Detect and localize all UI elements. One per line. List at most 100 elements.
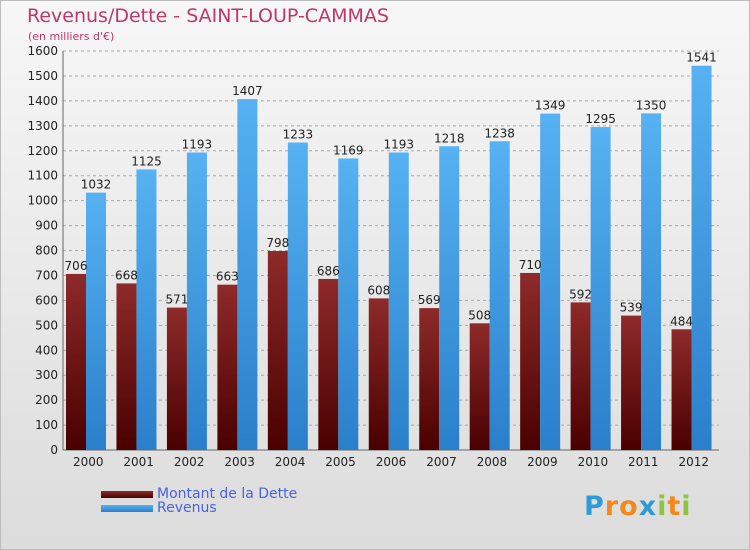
data-label-revenus: 1032 <box>81 178 112 192</box>
data-label-dette: 706 <box>65 259 88 273</box>
y-tick-label: 500 <box>35 318 58 332</box>
y-tick-label: 1200 <box>27 144 58 158</box>
data-label-revenus: 1169 <box>333 143 364 157</box>
x-tick-label: 2008 <box>477 455 508 469</box>
legend-item-debt: Montant de la Dette <box>101 486 297 502</box>
logo-letter: o <box>619 491 639 522</box>
x-tick-label: 2010 <box>578 455 609 469</box>
bar-revenus <box>287 142 308 450</box>
bar-revenus <box>237 99 258 451</box>
logo-letter: i <box>681 491 692 522</box>
legend-label-revenus: Revenus <box>157 500 217 516</box>
bar-dette <box>419 308 440 450</box>
data-label-revenus: 1350 <box>636 98 667 112</box>
data-label-dette: 508 <box>468 308 491 322</box>
y-tick-label: 600 <box>35 293 58 307</box>
data-label-dette: 539 <box>620 301 643 315</box>
bar-revenus <box>388 152 409 451</box>
bar-revenus <box>439 146 460 451</box>
y-tick-label: 1600 <box>27 44 58 58</box>
x-tick-label: 2009 <box>527 455 558 469</box>
labels-layer: 0 100 200 300 400 500 600 700 800 900 1000 1100 1200… <box>27 44 716 469</box>
chart-subtitle: (en milliers d'€) <box>28 30 115 43</box>
y-tick-label: 200 <box>35 393 58 407</box>
y-tick-label: 800 <box>35 244 58 258</box>
data-label-revenus: 1541 <box>686 51 717 65</box>
bar-revenus <box>641 113 662 450</box>
bar-revenus <box>136 169 157 450</box>
data-label-dette: 569 <box>418 293 441 307</box>
y-tick-label: 100 <box>35 418 58 432</box>
bar-revenus <box>338 158 359 450</box>
y-tick-label: 1400 <box>27 94 58 108</box>
data-label-revenus: 1218 <box>434 131 465 145</box>
x-tick-label: 2012 <box>678 455 709 469</box>
logo-letter: r <box>604 491 620 522</box>
y-tick-label: 1100 <box>27 169 58 183</box>
bar-dette <box>520 272 541 450</box>
x-tick-label: 2006 <box>376 455 407 469</box>
bar-dette <box>671 329 692 450</box>
data-label-dette: 798 <box>266 236 289 250</box>
bar-dette <box>66 273 86 450</box>
data-label-revenus: 1238 <box>484 126 515 140</box>
bar-revenus <box>86 192 106 450</box>
bar-dette <box>267 250 288 450</box>
bar-dette <box>318 278 339 450</box>
legend-label-debt: Montant de la Dette <box>157 486 298 502</box>
y-tick-label: 700 <box>35 268 58 282</box>
bar-dette <box>217 284 238 450</box>
bar-dette <box>116 283 137 450</box>
x-tick-label: 2005 <box>325 455 356 469</box>
x-tick-label: 2007 <box>426 455 457 469</box>
bar-revenus <box>489 141 510 450</box>
proxiti-logo: Proxiti <box>584 491 692 522</box>
bar-dette <box>469 323 490 450</box>
data-label-revenus: 1193 <box>383 137 414 151</box>
data-label-revenus: 1349 <box>535 99 566 113</box>
data-label-revenus: 1233 <box>283 128 314 142</box>
legend-swatch-revenus <box>101 504 153 512</box>
data-label-dette: 484 <box>670 314 693 328</box>
chart-title: Revenus/Dette - SAINT-LOUP-CAMMAS <box>27 5 389 27</box>
x-tick-label: 2000 <box>73 455 104 469</box>
x-tick-label: 2004 <box>275 455 306 469</box>
x-tick-label: 2011 <box>628 455 659 469</box>
data-label-dette: 663 <box>216 270 239 284</box>
bar-revenus <box>186 152 207 451</box>
logo-letter: t <box>667 491 682 522</box>
y-tick-label: 1300 <box>27 119 58 133</box>
bars-layer <box>66 65 712 451</box>
y-tick-label: 1000 <box>27 194 58 208</box>
bar-dette <box>570 302 591 450</box>
y-tick-label: 400 <box>35 343 58 357</box>
y-tick-label: 0 <box>50 443 58 457</box>
bar-revenus <box>540 113 561 450</box>
data-label-revenus: 1407 <box>232 84 263 98</box>
data-label-dette: 686 <box>317 264 340 278</box>
bar-revenus <box>691 65 712 450</box>
data-label-revenus: 1193 <box>182 137 213 151</box>
y-tick-label: 300 <box>35 368 58 382</box>
bar-dette <box>621 315 642 450</box>
bar-revenus <box>590 127 611 450</box>
data-label-dette: 608 <box>367 283 390 297</box>
data-label-dette: 710 <box>519 258 542 272</box>
logo-letter: x <box>638 491 658 522</box>
legend-swatch-debt <box>101 490 153 498</box>
data-label-dette: 592 <box>569 287 592 301</box>
data-label-dette: 668 <box>115 268 138 282</box>
logo-letter: i <box>657 491 668 522</box>
x-tick-label: 2001 <box>123 455 154 469</box>
y-tick-label: 900 <box>35 219 58 233</box>
legend-item-revenus: Revenus <box>101 500 217 516</box>
x-tick-label: 2002 <box>174 455 205 469</box>
x-tick-label: 2003 <box>224 455 255 469</box>
logo-letter: P <box>584 491 605 522</box>
bar-dette <box>368 298 389 450</box>
data-label-dette: 571 <box>165 293 188 307</box>
y-tick-label: 1500 <box>27 69 58 83</box>
data-label-revenus: 1295 <box>585 112 616 126</box>
